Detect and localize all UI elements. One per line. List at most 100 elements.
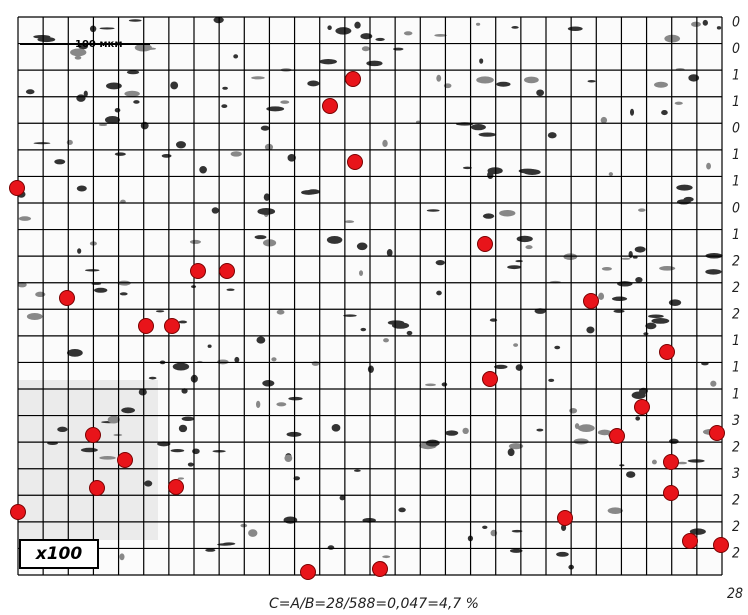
point [191, 264, 206, 279]
grain [556, 552, 569, 557]
row-count: 0 [732, 121, 740, 137]
grain [75, 56, 82, 60]
grain [212, 207, 219, 213]
grain [654, 82, 668, 88]
grain [499, 210, 515, 216]
grain [182, 417, 195, 421]
grain [445, 430, 458, 435]
point [348, 155, 363, 170]
grain [121, 407, 135, 413]
point [169, 480, 184, 495]
shadow-area [18, 380, 158, 540]
grain [575, 423, 580, 429]
grain [524, 77, 539, 84]
grain [471, 124, 486, 130]
grain [173, 363, 189, 371]
point [714, 538, 729, 553]
grain [398, 508, 405, 513]
grain [517, 236, 533, 242]
point [483, 372, 498, 387]
grain [276, 402, 286, 406]
grain [127, 70, 139, 74]
grain [257, 208, 275, 215]
point [664, 455, 679, 470]
point [710, 426, 725, 441]
row-count: 1 [732, 333, 740, 349]
grain [706, 163, 711, 170]
point [220, 264, 235, 279]
row-count: 1 [732, 94, 740, 110]
grain [536, 89, 544, 96]
grain [115, 152, 126, 156]
grain [608, 507, 623, 514]
point [11, 505, 26, 520]
grain [525, 245, 532, 249]
grain [587, 80, 595, 82]
grain [335, 27, 351, 34]
row-count: 1 [732, 386, 740, 402]
grain [105, 116, 120, 124]
grain [35, 292, 45, 297]
point [584, 294, 599, 309]
grain [705, 269, 721, 275]
grain [129, 19, 142, 22]
grain [277, 310, 285, 315]
grain [94, 288, 107, 293]
grain [383, 338, 389, 342]
grain [426, 440, 440, 447]
grain [85, 269, 100, 271]
grain [188, 462, 194, 466]
grain [669, 439, 679, 444]
grain [375, 38, 384, 41]
grain [602, 267, 612, 271]
grain [677, 199, 691, 204]
grain [548, 132, 557, 138]
scale-bar-label: 100 мкм [75, 39, 123, 50]
grain [156, 310, 164, 312]
grain [635, 277, 642, 283]
grain [231, 151, 242, 156]
grain [476, 76, 494, 83]
point [60, 291, 75, 306]
row-count: 1 [732, 174, 740, 190]
grain [436, 260, 445, 265]
grain [436, 75, 441, 82]
grain [354, 469, 361, 471]
grain [598, 293, 604, 300]
row-count: 0 [732, 41, 740, 57]
grain [387, 249, 393, 256]
grain [226, 289, 234, 291]
grain [536, 429, 543, 432]
grain [612, 297, 627, 302]
grain [120, 292, 128, 295]
grain [442, 382, 448, 386]
magnification: x100 [35, 544, 83, 564]
grain [140, 47, 156, 50]
micrograph: 100 мкм x100 001101101222111323222 28 C=… [0, 0, 748, 615]
grain [144, 480, 152, 486]
row-count: 0 [732, 14, 740, 30]
grain [621, 258, 630, 260]
grain [710, 381, 716, 387]
grain [57, 427, 67, 432]
grain [669, 299, 681, 306]
grain [635, 416, 640, 420]
point [478, 237, 493, 252]
grain [586, 326, 594, 333]
grain [407, 331, 413, 335]
formula: C=A/B=28/588=0,047=4,7 % [269, 596, 479, 612]
grain [34, 142, 51, 144]
grain [221, 104, 227, 108]
grain [643, 332, 648, 335]
grain [427, 209, 440, 212]
row-count: 3 [732, 466, 740, 482]
point [635, 400, 650, 415]
grain [149, 377, 157, 380]
grain [479, 133, 497, 137]
grain [84, 91, 88, 97]
grain [516, 364, 523, 371]
grain [483, 213, 494, 218]
grain [178, 477, 184, 479]
grain [190, 240, 201, 244]
